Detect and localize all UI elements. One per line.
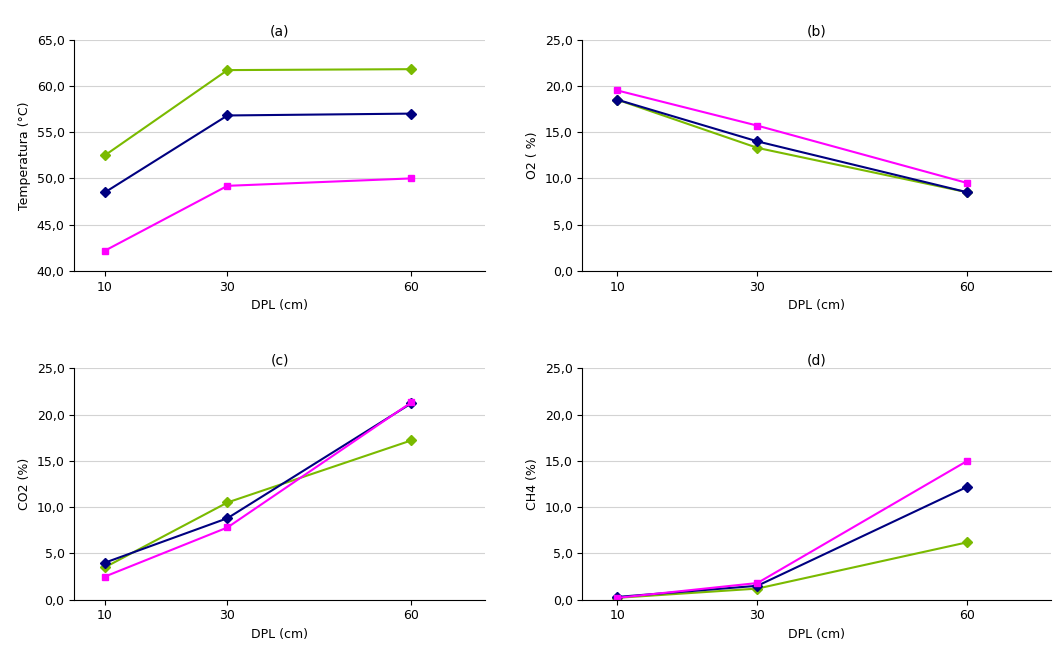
- X-axis label: DPL (cm): DPL (cm): [788, 299, 845, 312]
- 60cm: [99, 563, 112, 571]
- Legend: 60cm, 40cm, 20cm: 60cm, 40cm, 20cm: [491, 454, 559, 514]
- 20cm: [961, 457, 974, 465]
- 60cm: [751, 585, 764, 592]
- 40cm: [221, 514, 234, 522]
- Line: 20cm: 20cm: [102, 175, 414, 254]
- 40cm: [221, 111, 234, 119]
- 40cm: [751, 582, 764, 590]
- 60cm: [611, 96, 623, 103]
- 20cm: [221, 523, 234, 531]
- X-axis label: DPL (cm): DPL (cm): [251, 628, 308, 641]
- 60cm: [405, 436, 417, 444]
- 60cm: [405, 65, 417, 73]
- Title: (d): (d): [807, 353, 826, 367]
- X-axis label: DPL (cm): DPL (cm): [251, 299, 308, 312]
- Line: 60cm: 60cm: [102, 437, 414, 571]
- 40cm: [611, 593, 623, 601]
- 40cm: [611, 96, 623, 103]
- Line: 60cm: 60cm: [614, 96, 971, 196]
- 20cm: [99, 573, 112, 581]
- 20cm: [221, 182, 234, 190]
- 60cm: [751, 144, 764, 152]
- 20cm: [405, 399, 417, 407]
- 20cm: [405, 175, 417, 183]
- Title: (b): (b): [807, 24, 826, 38]
- 20cm: [611, 86, 623, 94]
- Line: 20cm: 20cm: [614, 87, 971, 186]
- Y-axis label: CH4 (%): CH4 (%): [527, 458, 539, 510]
- 40cm: [99, 188, 112, 196]
- Legend: 60cm, 40cm, 20cm: 60cm, 40cm, 20cm: [491, 125, 559, 185]
- 40cm: [99, 559, 112, 567]
- Line: 40cm: 40cm: [102, 110, 414, 196]
- Y-axis label: O2 ( %): O2 ( %): [527, 132, 539, 179]
- 60cm: [961, 538, 974, 546]
- 40cm: [961, 483, 974, 491]
- Line: 40cm: 40cm: [614, 96, 971, 196]
- 40cm: [961, 188, 974, 196]
- 20cm: [751, 579, 764, 587]
- Y-axis label: Temperatura (°C): Temperatura (°C): [18, 101, 31, 210]
- 20cm: [99, 246, 112, 254]
- 20cm: [751, 122, 764, 130]
- 60cm: [611, 594, 623, 602]
- Title: (a): (a): [270, 24, 289, 38]
- Title: (c): (c): [270, 353, 289, 367]
- 20cm: [611, 594, 623, 602]
- Line: 40cm: 40cm: [102, 400, 414, 566]
- Y-axis label: CO2 (%): CO2 (%): [18, 458, 31, 510]
- 60cm: [99, 152, 112, 159]
- 20cm: [961, 179, 974, 187]
- Line: 20cm: 20cm: [102, 399, 414, 580]
- 40cm: [405, 109, 417, 117]
- Line: 20cm: 20cm: [614, 457, 971, 601]
- Line: 60cm: 60cm: [614, 539, 971, 601]
- 60cm: [221, 66, 234, 74]
- 40cm: [405, 399, 417, 407]
- Line: 40cm: 40cm: [614, 483, 971, 600]
- 60cm: [961, 188, 974, 196]
- 60cm: [221, 498, 234, 506]
- Line: 60cm: 60cm: [102, 66, 414, 159]
- X-axis label: DPL (cm): DPL (cm): [788, 628, 845, 641]
- 40cm: [751, 138, 764, 146]
